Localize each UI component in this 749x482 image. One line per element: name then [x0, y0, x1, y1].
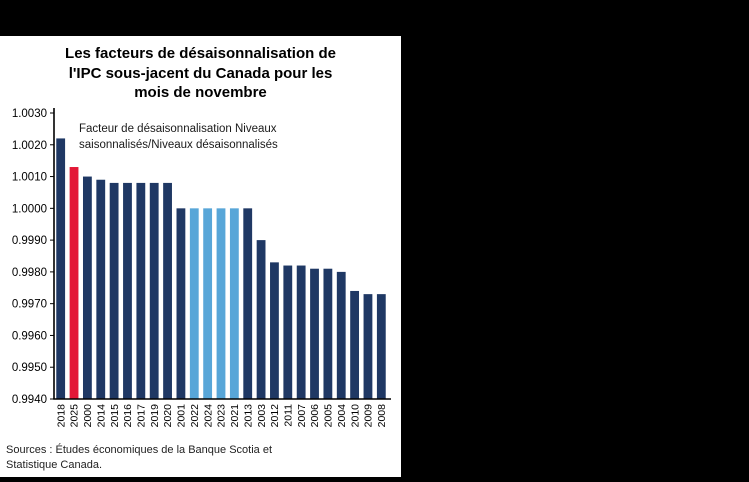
chart-annotation: Facteur de désaisonnalisation Niveaux sa… — [79, 121, 341, 154]
y-axis-tick-label: 0.9970 — [12, 298, 47, 310]
x-axis-tick-label: 2019 — [149, 403, 161, 427]
x-axis-tick-label: 2024 — [202, 403, 214, 427]
y-axis-tick-label: 0.9940 — [12, 394, 47, 406]
bar-2001 — [176, 207, 186, 399]
source-note-line: Statistique Canada. — [6, 459, 103, 472]
bar-2019 — [149, 182, 159, 399]
x-axis-tick-label: 2000 — [82, 403, 94, 427]
bar-2003 — [256, 239, 266, 399]
x-axis-tick-label: 2021 — [229, 403, 241, 427]
bar-2008 — [376, 293, 386, 399]
chart-annotation-line: Facteur de désaisonnalisation Niveaux — [79, 122, 277, 135]
x-axis-tick-label: 2015 — [109, 403, 121, 427]
y-axis-tick-label: 1.0030 — [12, 108, 47, 120]
bar-2020 — [163, 182, 172, 399]
source-note-line: Sources : Études économiques de la Banqu… — [6, 443, 273, 456]
y-axis-tick-label: 0.9990 — [12, 235, 47, 247]
x-axis-tick-label: 2014 — [95, 403, 107, 427]
x-axis-tick-label: 2016 — [122, 403, 134, 427]
bar-chart-svg: 1.0030 1.0020 1.0010 1.0000 0.9990 0.9980 0.99… — [12, 107, 391, 427]
bar-2014 — [96, 179, 106, 399]
y-axis-tick-label: 0.9960 — [12, 330, 47, 342]
source-note: Sources : Études économiques de la Banqu… — [6, 443, 395, 475]
x-axis-tick-label: 2017 — [136, 403, 148, 427]
x-axis-tick-label: 2004 — [336, 403, 348, 427]
y-axis-tick-label: 0.9950 — [12, 362, 47, 374]
x-axis-tick-label: 2023 — [216, 403, 228, 427]
bar-2025 — [69, 166, 79, 399]
bar-2007 — [296, 265, 306, 399]
chart-panel: Les facteurs de désaisonnalisation de l'… — [0, 36, 401, 477]
y-axis-tick-label: 1.0020 — [12, 139, 47, 151]
chart-title-line: Les facteurs de désaisonnalisation de — [65, 45, 336, 62]
x-axis-tick-label: 2007 — [296, 403, 308, 427]
bar-2006 — [310, 268, 319, 399]
bar-2016 — [123, 182, 132, 399]
bar-2013 — [243, 207, 253, 399]
x-axis-tick-label: 2020 — [162, 403, 174, 427]
bar-2010 — [350, 290, 360, 399]
y-axis-tick-label: 1.0000 — [12, 203, 47, 215]
x-axis-tick-label: 2012 — [269, 403, 281, 427]
bar-2009 — [363, 293, 373, 399]
bar-2022 — [189, 207, 199, 399]
bar-2018 — [56, 137, 66, 399]
x-axis-tick-label: 2005 — [323, 403, 335, 427]
y-axis-tick-label: 0.9980 — [12, 266, 47, 278]
x-axis-tick-label: 2009 — [363, 403, 375, 427]
x-axis-tick-label: 2010 — [349, 403, 361, 427]
x-axis-tick-label: 2025 — [69, 403, 81, 427]
bar-2021 — [229, 207, 239, 399]
bar-2004 — [336, 271, 346, 399]
x-axis-tick-label: 2003 — [256, 403, 268, 427]
bar-2024 — [203, 207, 213, 399]
bar-2015 — [109, 182, 119, 399]
chart-title-line: l'IPC sous-jacent du Canada pour les — [68, 64, 333, 82]
x-axis-tick-label: 2018 — [55, 403, 67, 427]
bar-2023 — [216, 207, 226, 399]
y-axis-tick-label: 1.0010 — [12, 171, 47, 183]
chart-title-line: mois de novembre — [134, 84, 267, 101]
bar-2005 — [323, 268, 333, 399]
x-axis-tick-label: 2022 — [189, 403, 201, 427]
bar-2011 — [283, 265, 293, 399]
x-axis-tick-label: 2001 — [176, 403, 188, 427]
x-axis-tick-label: 2011 — [282, 403, 294, 426]
bar-2000 — [82, 176, 92, 399]
x-axis-tick-label: 2008 — [376, 403, 388, 427]
x-axis-tick-label: 2006 — [309, 403, 321, 427]
x-axis-tick-label: 2013 — [242, 403, 254, 427]
chart-area: 1.0030 1.0020 1.0010 1.0000 0.9990 0.9980 0.99… — [0, 103, 401, 443]
chart-annotation-line: saisonnalisés/Niveaux désaisonnalisés — [79, 139, 278, 152]
chart-title: Les facteurs de désaisonnalisation de l'… — [4, 44, 397, 103]
bar-2012 — [270, 261, 279, 399]
bar-2017 — [136, 182, 146, 399]
